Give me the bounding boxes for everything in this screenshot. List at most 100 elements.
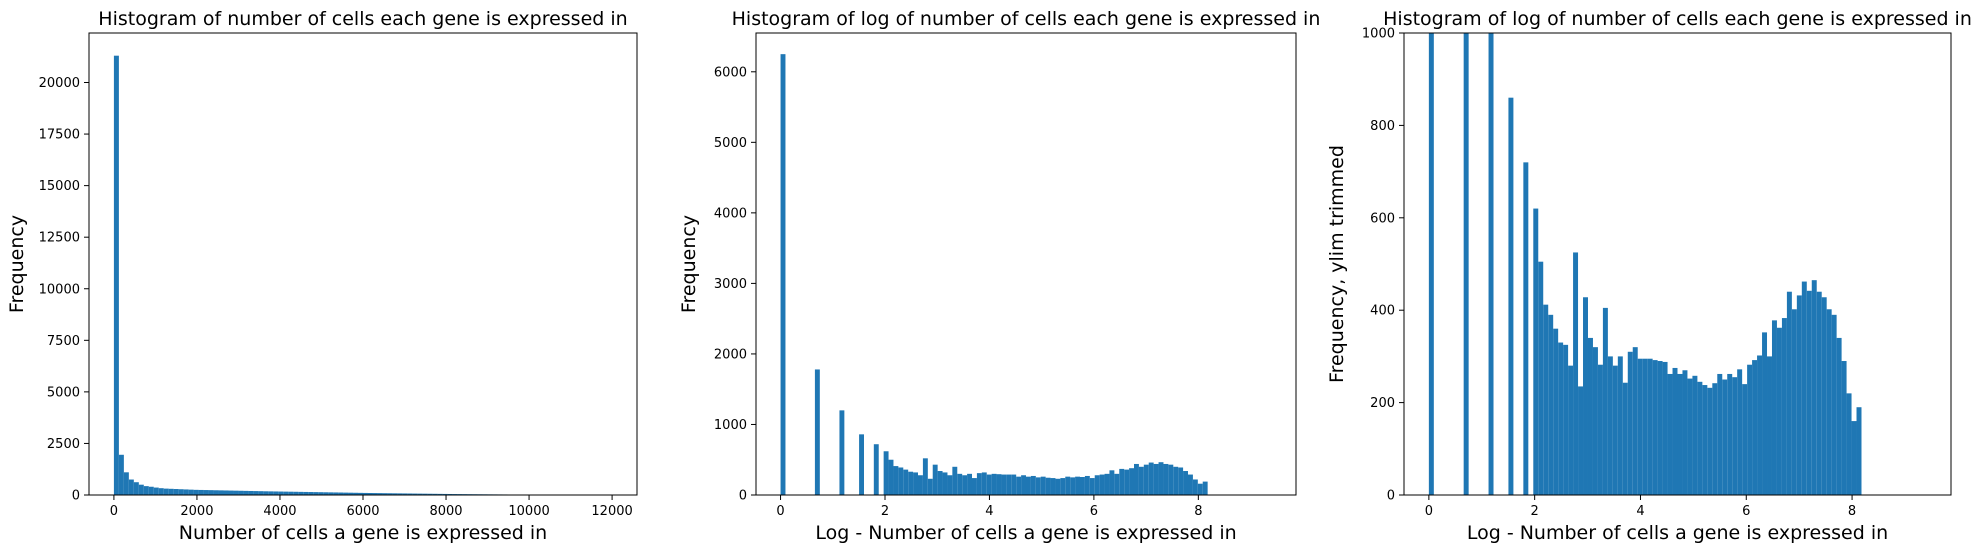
y-tick-label: 12500 bbox=[39, 231, 80, 246]
y-axis-label: Frequency, ylim trimmed bbox=[1326, 145, 1348, 383]
histogram-bar bbox=[1568, 365, 1574, 495]
histogram-bar bbox=[248, 490, 254, 495]
histogram-bar bbox=[1573, 252, 1579, 495]
histogram-bar bbox=[952, 466, 958, 495]
histogram-bar bbox=[1672, 367, 1678, 495]
histogram-bar bbox=[348, 492, 354, 495]
x-axis-label: Log - Number of cells a gene is expresse… bbox=[1467, 522, 1888, 544]
histogram-bar bbox=[1747, 364, 1753, 495]
histogram-bar bbox=[1583, 297, 1588, 495]
histogram-bar bbox=[228, 490, 234, 495]
histogram-bar bbox=[1508, 97, 1514, 495]
histogram-bar bbox=[1841, 361, 1847, 495]
histogram-bar bbox=[288, 491, 294, 495]
histogram-bar bbox=[1011, 474, 1017, 495]
histogram-bar bbox=[133, 482, 139, 495]
histogram-bar bbox=[1168, 464, 1174, 495]
x-axis-label: Log - Number of cells a gene is expresse… bbox=[815, 522, 1236, 544]
plot-frame bbox=[755, 32, 1297, 496]
histogram-bar bbox=[1826, 309, 1832, 495]
histogram-bar bbox=[1050, 478, 1056, 495]
histogram-bar bbox=[128, 479, 134, 495]
histogram-bar bbox=[888, 459, 894, 495]
histogram-bar bbox=[996, 474, 1002, 495]
bars bbox=[1428, 33, 1862, 495]
histogram-bar bbox=[1202, 481, 1208, 495]
histogram-bar bbox=[333, 492, 339, 495]
histogram-bar bbox=[118, 454, 124, 495]
histogram-bar bbox=[814, 369, 820, 495]
histogram-bar bbox=[932, 464, 938, 495]
chart-1: 0 2000 4000 6000 8000 10000 12000 0 2500 5000 7500… bbox=[6, 8, 638, 544]
histogram-bar bbox=[208, 490, 214, 495]
chart-title: Histogram of log of number of cells each… bbox=[732, 8, 1321, 30]
histogram-bar bbox=[1712, 383, 1718, 495]
chart-2: 0 2 4 6 8 0 1000 2000 3000 4000 5000 6000 Histogram … bbox=[678, 8, 1320, 544]
histogram-bar bbox=[976, 473, 982, 495]
histogram-bar bbox=[1129, 468, 1134, 495]
histogram-bar bbox=[392, 493, 398, 495]
histogram-bar bbox=[1707, 387, 1713, 495]
y-tick-label: 800 bbox=[1370, 119, 1395, 134]
histogram-bar bbox=[1737, 369, 1743, 495]
y-axis-label: Frequency bbox=[678, 215, 700, 313]
histogram-bar bbox=[1677, 373, 1683, 495]
histogram-bar bbox=[138, 484, 144, 495]
histogram-bar bbox=[328, 492, 334, 495]
x-tick-label: 8000 bbox=[429, 504, 462, 519]
histogram-bar bbox=[903, 469, 909, 495]
histogram-bar bbox=[1851, 421, 1857, 495]
histogram-bar bbox=[1771, 320, 1777, 495]
histogram-bar bbox=[1831, 314, 1837, 495]
histogram-bar bbox=[278, 491, 284, 495]
y-tick-label: 10000 bbox=[39, 282, 80, 297]
histogram-bar bbox=[1075, 476, 1080, 495]
histogram-bar bbox=[1563, 344, 1569, 495]
histogram-bar bbox=[1124, 469, 1130, 495]
y-tick-label: 200 bbox=[1370, 396, 1395, 411]
histogram-bar bbox=[1533, 208, 1539, 495]
histogram-bar bbox=[1158, 462, 1164, 495]
histogram-bar bbox=[1627, 351, 1633, 495]
histogram-bar bbox=[986, 474, 992, 495]
histogram-bar bbox=[957, 473, 963, 495]
histogram-bar bbox=[1687, 378, 1693, 495]
histogram-bar bbox=[1026, 476, 1031, 495]
histogram-bar bbox=[1188, 474, 1193, 495]
histogram-bar bbox=[942, 472, 948, 495]
histogram-bar bbox=[1667, 373, 1673, 495]
histogram-bar bbox=[363, 492, 368, 495]
histogram-bar bbox=[981, 472, 987, 495]
histogram-bar bbox=[1153, 463, 1159, 495]
histogram-bar bbox=[1612, 365, 1618, 495]
histogram-bar bbox=[1060, 478, 1066, 495]
x-tick-label: 6 bbox=[1090, 504, 1098, 519]
y-tick-label: 20000 bbox=[39, 76, 80, 91]
x-tick-label: 0 bbox=[1425, 504, 1433, 519]
x-tick-label: 6 bbox=[1742, 504, 1750, 519]
x-axis-label: Number of cells a gene is expressed in bbox=[179, 522, 547, 544]
histogram-bar bbox=[273, 491, 279, 495]
histogram-bar bbox=[1109, 470, 1115, 495]
histogram-bar bbox=[1001, 474, 1007, 495]
histogram-bar bbox=[1055, 478, 1061, 495]
histogram-bar bbox=[1197, 483, 1203, 495]
histogram-bar bbox=[377, 493, 383, 495]
histogram-bar bbox=[313, 492, 319, 495]
histogram-bar bbox=[1816, 291, 1822, 495]
histogram-bar bbox=[1080, 477, 1085, 495]
plot-frame bbox=[1403, 32, 1952, 496]
histogram-bar bbox=[263, 491, 269, 495]
histogram-bar bbox=[991, 473, 997, 495]
histogram-bar bbox=[898, 467, 904, 495]
histogram-bar bbox=[972, 478, 977, 495]
histogram-bar bbox=[1821, 297, 1827, 495]
histogram-bar bbox=[218, 490, 224, 495]
histogram-bar bbox=[913, 472, 918, 495]
histogram-bar bbox=[243, 490, 249, 495]
histogram-bar bbox=[1463, 33, 1469, 495]
histogram-bar bbox=[193, 489, 199, 495]
histogram-bar bbox=[1587, 337, 1593, 495]
histogram-bar bbox=[1767, 356, 1772, 495]
histogram-bar bbox=[268, 491, 274, 495]
